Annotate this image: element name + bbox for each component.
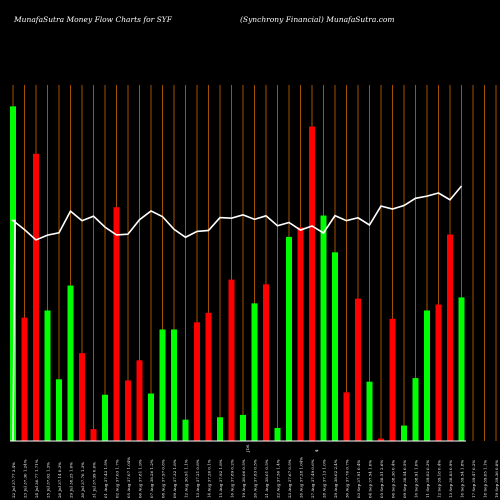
money-flow-bar (251, 303, 258, 441)
money-flow-bar (205, 312, 212, 441)
x-tick-label: 16 Sep 39.54 1.8% (460, 460, 465, 498)
x-tick-label: 16 Aug 37.89 0.2% (230, 459, 235, 498)
x-tick-label: 26 Jul 37.14 0.3% (57, 462, 62, 498)
x-tick-label: 02 Aug 37.03 1.7% (115, 459, 120, 498)
x-tick-label: 13 Sep 38.83 0.9% (448, 460, 453, 498)
x-tick-label: 08 Aug 37.97 0.8% (161, 459, 166, 498)
money-flow-bar (447, 234, 453, 441)
money-flow-bar (90, 429, 97, 441)
money-flow-bar (458, 297, 465, 441)
x-tick-label: 12 Sep 39.18 0.4% (437, 460, 442, 498)
money-flow-bar (182, 419, 189, 441)
x-tick-label: 05 Sep 38.51 2.6% (379, 460, 384, 498)
money-flow-bar (343, 392, 350, 441)
x-tick-label: 09 Sep 38.54 0.5% (402, 460, 407, 498)
money-flow-bar (435, 304, 442, 441)
x-tick-label: 06 Sep 38.36 0.4% (391, 460, 396, 498)
money-flow-bar (355, 298, 361, 441)
money-flow-bar (21, 317, 28, 441)
money-flow-bar (389, 318, 396, 441)
money-flow-bar (79, 353, 85, 441)
money-flow-bar (263, 284, 269, 441)
money-flow-bar (424, 310, 430, 441)
x-tick-label: 13 Aug 37.21 0.8% (195, 459, 200, 498)
money-flow-bar (286, 236, 292, 441)
marker-label: $ (314, 449, 319, 452)
x-tick-label: 11 Sep 39.02 0.3% (425, 460, 430, 498)
x-tick-label: 23 Aug 37.67 0.5% (287, 459, 292, 498)
x-tick-label: 17 Sep 39.47 0.2% (471, 460, 476, 498)
money-flow-bar (44, 310, 51, 441)
money-flow-bar (171, 329, 177, 441)
money-flow-bar (113, 207, 120, 441)
money-flow-bar (148, 393, 154, 441)
x-tick-label: 06 Aug 37.81 1.9% (138, 459, 143, 498)
x-tick-label: 09 Aug 37.32 1.8% (172, 459, 177, 498)
money-flow-bar (33, 153, 39, 441)
money-flow-bar (102, 394, 108, 441)
money-flow-bar (366, 381, 373, 441)
money-flow-bar (56, 379, 62, 441)
x-tick-label: 26 Aug 37.28 1.04% (299, 457, 304, 498)
money-flow-bars (10, 106, 465, 442)
money-flow-bar (378, 438, 384, 441)
price-line (10, 185, 463, 442)
x-tick-label: 01 Aug 37.43 1.5% (103, 459, 108, 498)
x-tick-label: 12 Aug 36.91 1.1% (184, 459, 189, 498)
x-tick-label: 25 Jul 37.02 1.3% (46, 462, 51, 498)
chart-subtitle: (Synchrony Financial) MunafaSutra.com (240, 15, 395, 24)
money-flow-bar (240, 414, 246, 441)
money-flow-bar (401, 425, 407, 441)
x-tick-label: 19 Sep 39.36 0.8% (494, 460, 499, 498)
x-tick-label: 18 Sep 39.05 1.1% (483, 460, 488, 498)
x-tick-label: 10 Sep 38.91 1.0% (414, 460, 419, 498)
money-flow-bar (194, 322, 200, 441)
x-tick-label: 19 Aug 38.06 0.5% (241, 459, 246, 498)
x-tick-label: 29 Aug 38.02 2.4% (333, 459, 338, 498)
x-tick-label: 04 Sep 37.54 1.0% (368, 460, 373, 498)
x-tick-label: 07 Aug 38.26 1.2% (149, 459, 154, 498)
price-line-layer (10, 185, 463, 442)
x-tick-label: 22 Aug 37.50 1.4% (276, 459, 281, 498)
money-flow-bar (320, 215, 327, 441)
marker-label: JDS (245, 444, 250, 453)
x-tick-label: 14 Aug 37.26 0.1% (207, 459, 212, 498)
x-tick-label: 05 Aug 37.07 1.04% (126, 457, 131, 498)
x-tick-label: 20 Aug 37.83 0.5% (253, 459, 258, 498)
x-tick-label: 28 Aug 37.13 1.0% (322, 459, 327, 498)
x-tick-label: 30 Aug 37.76 0.7% (345, 459, 350, 498)
money-flow-bar (274, 427, 281, 441)
money-flow-bar (228, 279, 235, 441)
x-tick-label: 27 Aug 37.49 0.6% (310, 459, 315, 498)
chart-title: MunafaSutra Money Flow Charts for SYF (13, 15, 173, 24)
money-flow-bar (217, 417, 223, 441)
money-flow-bar (297, 227, 304, 441)
x-tick-label: 24 Jul 36.77 1.71% (34, 459, 39, 498)
money-flow-bar (136, 360, 143, 441)
money-flow-bar (67, 285, 74, 441)
money-flow-bar (412, 378, 419, 441)
money-flow-bar (309, 126, 315, 442)
money-flow-bar (159, 329, 166, 441)
money-flow-bar (332, 252, 338, 441)
money-flow-bar (125, 380, 131, 441)
x-tick-labels: 22 Jul 37.77 3.4% 23 Jul 37.30 1.24% 24 Ju… (11, 444, 499, 498)
money-flow-bar (10, 106, 16, 442)
x-tick-label: 29 Jul 38.25 1.6% (69, 462, 74, 498)
x-tick-label: 15 Aug 37.92 1.8% (218, 459, 223, 498)
x-tick-label: 21 Aug 38.01 0.5% (264, 459, 269, 498)
x-tick-label: 31 Jul 37.99 0.6% (92, 462, 97, 498)
x-tick-label: 22 Jul 37.77 3.4% (11, 462, 16, 498)
x-tick-label: 03 Sep 37.91 0.4% (356, 460, 361, 498)
x-tick-label: 30 Jul 37.76 1.3% (80, 462, 85, 498)
x-tick-label: 23 Jul 37.30 1.24% (23, 459, 28, 498)
